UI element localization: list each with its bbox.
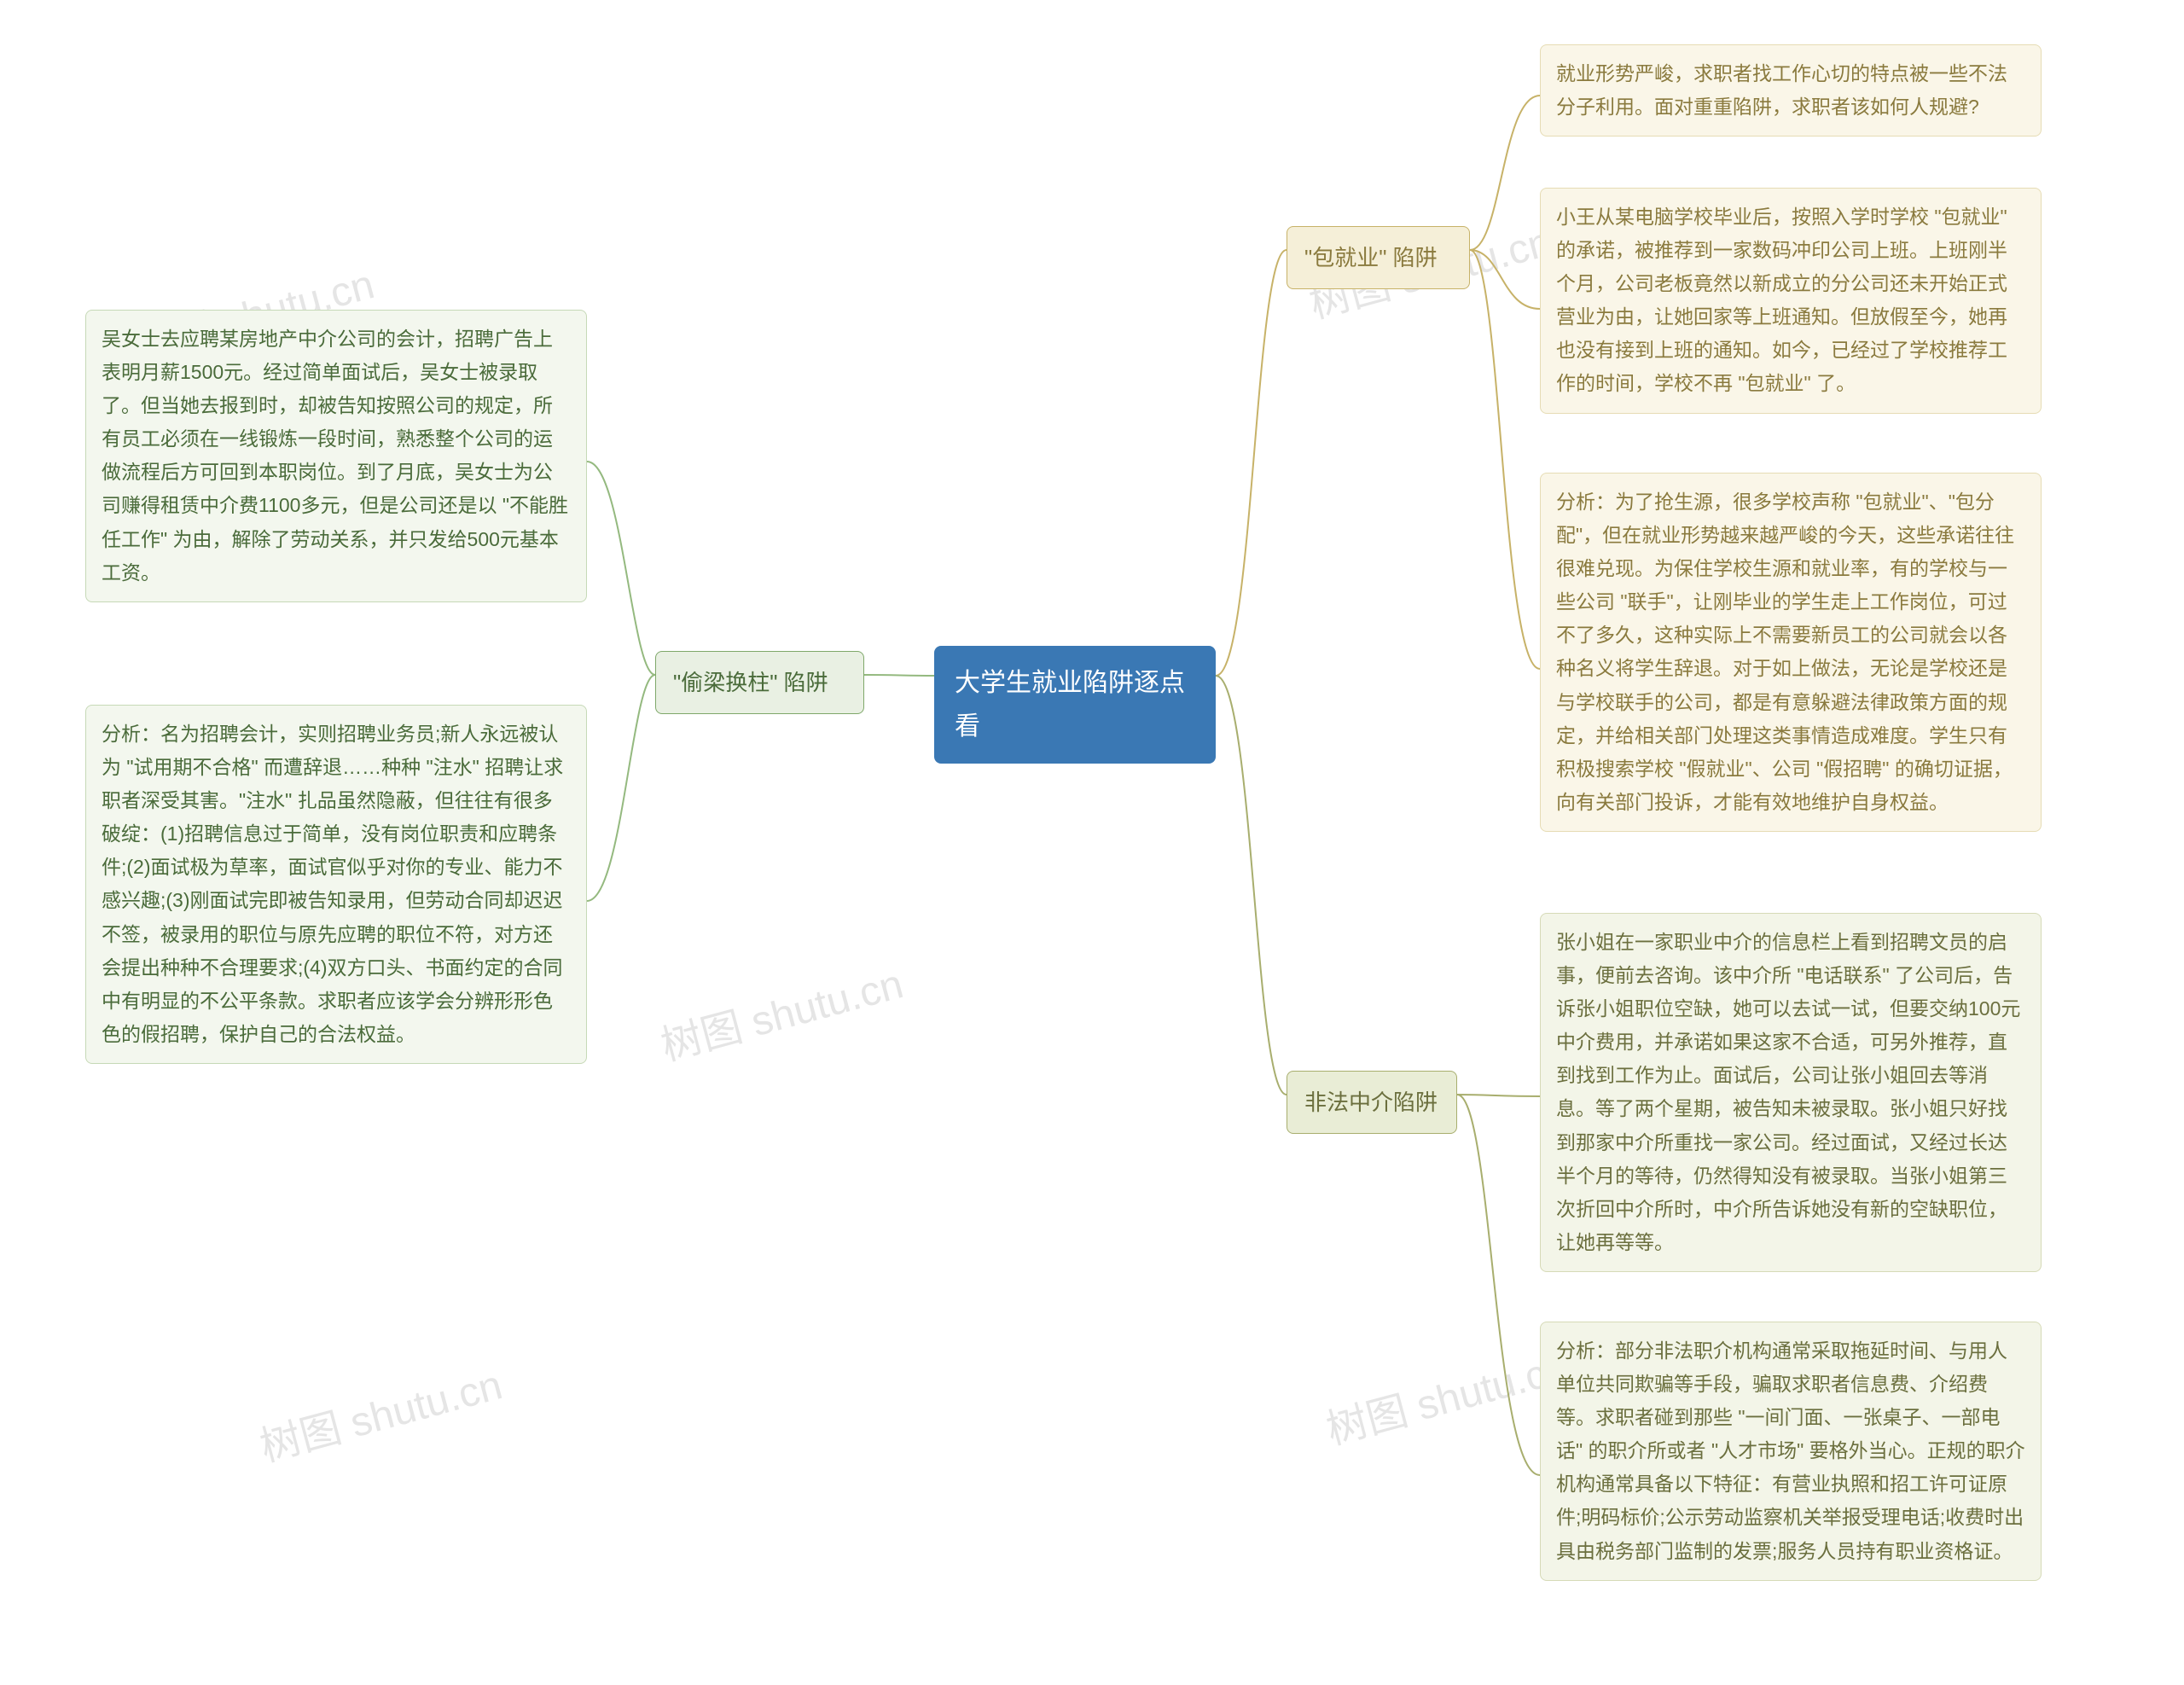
connector <box>1470 250 1540 669</box>
leaf-guarantee-analysis: 分析：为了抢生源，很多学校声称 "包就业"、"包分配"，但在就业形势越来越严峻的… <box>1540 473 2042 832</box>
connector <box>1216 676 1287 1095</box>
watermark: 树图 shutu.cn <box>653 950 909 1072</box>
connector <box>1457 1095 1540 1096</box>
connector <box>587 462 655 675</box>
branch-swap-trap[interactable]: "偷梁换柱" 陷阱 <box>655 651 864 714</box>
branch-illegal-agency-trap[interactable]: 非法中介陷阱 <box>1287 1071 1457 1134</box>
watermark: 树图 shutu.cn <box>1319 1334 1574 1456</box>
connector <box>1470 250 1540 309</box>
leaf-agency-case: 张小姐在一家职业中介的信息栏上看到招聘文员的启事，便前去咨询。该中介所 "电话联… <box>1540 913 2042 1272</box>
watermark: 树图 shutu.cn <box>253 1351 508 1473</box>
connector <box>864 675 934 676</box>
leaf-guarantee-intro: 就业形势严峻，求职者找工作心切的特点被一些不法分子利用。面对重重陷阱，求职者该如… <box>1540 44 2042 137</box>
mindmap-root[interactable]: 大学生就业陷阱逐点看 <box>934 646 1216 764</box>
connector <box>1457 1095 1540 1475</box>
leaf-guarantee-case: 小王从某电脑学校毕业后，按照入学时学校 "包就业" 的承诺，被推荐到一家数码冲印… <box>1540 188 2042 414</box>
connector <box>587 675 655 901</box>
leaf-swap-case: 吴女士去应聘某房地产中介公司的会计，招聘广告上表明月薪1500元。经过简单面试后… <box>85 310 587 602</box>
connector <box>1470 96 1540 250</box>
leaf-agency-analysis: 分析：部分非法职介机构通常采取拖延时间、与用人单位共同欺骗等手段，骗取求职者信息… <box>1540 1322 2042 1581</box>
connector <box>1216 250 1287 676</box>
branch-employment-guarantee-trap[interactable]: "包就业" 陷阱 <box>1287 226 1470 289</box>
leaf-swap-analysis: 分析：名为招聘会计，实则招聘业务员;新人永远被认为 "试用期不合格" 而遭辞退…… <box>85 705 587 1064</box>
